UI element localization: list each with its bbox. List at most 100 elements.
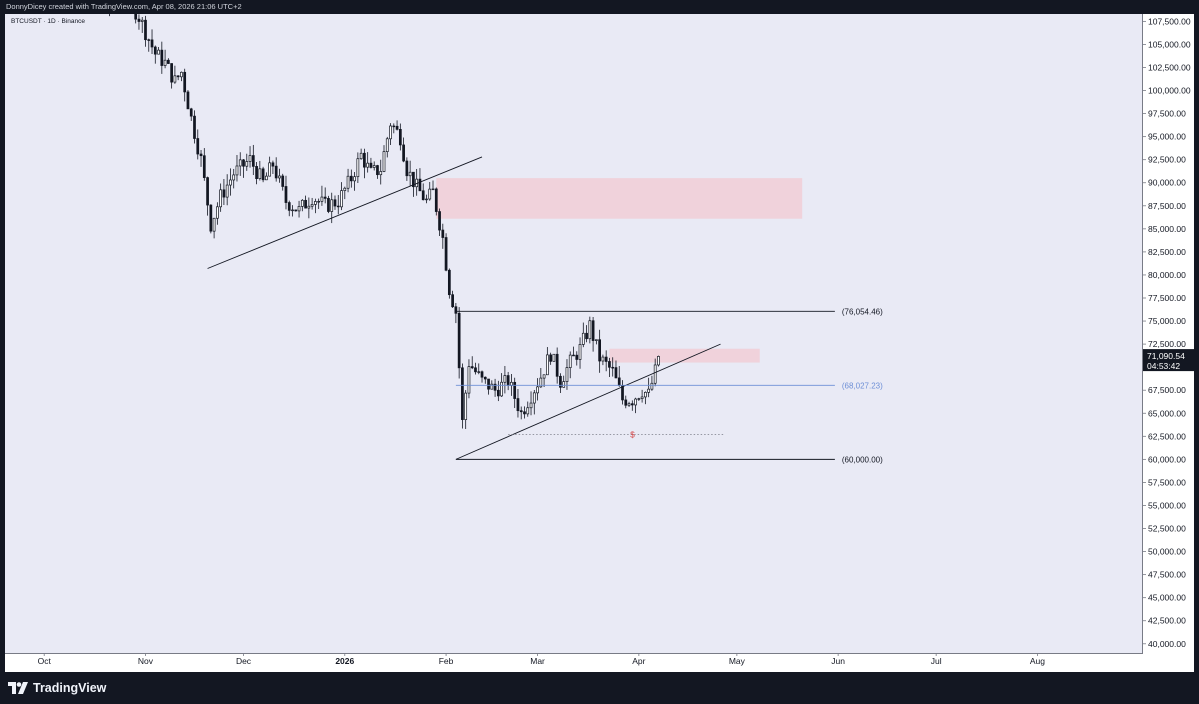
- y-tick-label: 95,000.00: [1148, 132, 1186, 142]
- candle-body: [627, 403, 631, 406]
- candle-body: [294, 209, 298, 212]
- candle: [578, 337, 582, 369]
- candle-body: [255, 166, 258, 180]
- candle: [287, 200, 291, 217]
- candle: [219, 183, 223, 212]
- candle: [173, 65, 177, 84]
- candle: [183, 68, 187, 102]
- current-price-label: 71,090.54: [1147, 351, 1185, 361]
- candle: [650, 375, 654, 391]
- candle-body: [199, 153, 203, 157]
- candle-body: [189, 108, 193, 117]
- candle-body: [258, 168, 262, 180]
- candle-body: [608, 361, 611, 368]
- candle-body: [232, 174, 236, 181]
- candle-body: [382, 151, 386, 172]
- candle: [588, 316, 592, 344]
- candle: [385, 136, 389, 158]
- candle-body: [307, 205, 311, 209]
- candle-body: [549, 354, 552, 362]
- candle-body: [621, 385, 624, 401]
- candle-body: [438, 211, 441, 231]
- candle: [614, 360, 618, 379]
- candle-body: [500, 381, 503, 397]
- candle: [157, 46, 160, 55]
- candle: [336, 195, 340, 215]
- candle: [216, 202, 219, 225]
- candle-body: [581, 332, 585, 345]
- candle-body: [284, 186, 288, 203]
- candle-body: [160, 49, 164, 66]
- candle-body: [274, 165, 278, 179]
- candle-body: [408, 171, 412, 177]
- candle-body: [617, 377, 621, 386]
- candle-body: [278, 175, 281, 179]
- candle: [134, 14, 138, 24]
- level-60000-label: (60,000.00): [842, 455, 883, 464]
- candle: [425, 194, 428, 204]
- candle: [340, 182, 343, 211]
- candle-body: [588, 320, 592, 340]
- price-chart[interactable]: (76,054.46) (68,027.23) (60,000.00) $107,50…: [5, 14, 1194, 672]
- candle-body: [372, 165, 376, 168]
- candle-body: [140, 19, 144, 22]
- candle: [144, 15, 147, 47]
- candle: [271, 160, 275, 175]
- y-tick-label: 80,000.00: [1148, 270, 1186, 280]
- candle: [199, 149, 203, 167]
- candle-body: [630, 403, 634, 406]
- candle: [166, 58, 170, 64]
- candle-body: [552, 353, 556, 362]
- candle-body: [385, 138, 389, 152]
- candle-body: [506, 375, 510, 386]
- candle: [568, 351, 572, 379]
- candle-body: [137, 18, 141, 22]
- candle-body: [376, 165, 379, 176]
- candle: [160, 41, 164, 74]
- candle-body: [559, 375, 562, 388]
- candle-body: [657, 356, 660, 366]
- candle: [150, 29, 154, 55]
- candle-body: [291, 209, 294, 212]
- y-tick-label: 107,500.00: [1148, 16, 1191, 26]
- y-tick-label: 62,500.00: [1148, 431, 1186, 441]
- candle-body: [216, 206, 219, 219]
- candle-body: [490, 383, 494, 390]
- current-price-tag: [1143, 349, 1194, 372]
- candle: [180, 71, 183, 82]
- candle-body: [238, 159, 242, 167]
- candle: [451, 290, 454, 308]
- candle-body: [333, 199, 337, 207]
- candle: [402, 137, 405, 163]
- candle-body: [349, 175, 353, 182]
- candle: [617, 366, 621, 387]
- candle: [356, 152, 360, 184]
- candle: [274, 157, 278, 182]
- candle-body: [496, 389, 500, 397]
- y-tick-label: 77,500.00: [1148, 293, 1186, 303]
- candle: [395, 120, 399, 131]
- candle-body: [526, 407, 530, 415]
- candle: [258, 160, 262, 181]
- candle: [398, 123, 402, 151]
- candle-body: [604, 356, 608, 362]
- candle-body: [480, 371, 484, 378]
- tradingview-brand[interactable]: TradingView: [8, 681, 106, 695]
- candle-body: [487, 378, 490, 390]
- candle-body: [353, 176, 356, 182]
- candle: [447, 268, 451, 299]
- candle: [487, 378, 490, 395]
- december-trendline: [207, 156, 483, 269]
- candle-body: [454, 306, 458, 314]
- candle: [320, 185, 324, 206]
- candle-body: [173, 75, 177, 83]
- candle-body: [346, 175, 350, 189]
- candle-body: [474, 367, 477, 373]
- candle: [506, 371, 510, 391]
- candle: [137, 14, 141, 30]
- candle-body: [251, 155, 255, 167]
- candle-body: [532, 392, 536, 404]
- candle: [601, 354, 605, 366]
- candle-body: [314, 201, 317, 205]
- candle-body: [317, 200, 321, 203]
